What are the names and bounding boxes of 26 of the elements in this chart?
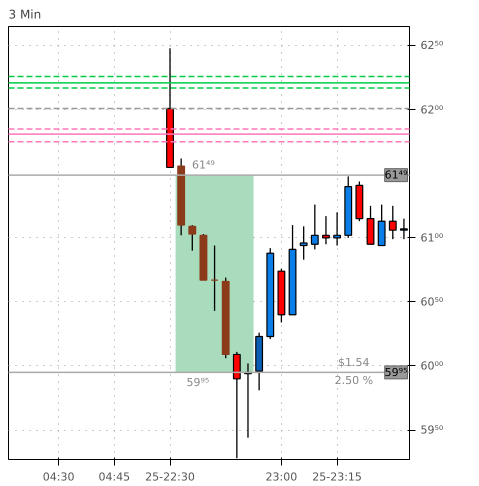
y-tick-label: 62⁵⁰ <box>420 39 444 52</box>
candlestick <box>400 218 408 240</box>
annotation: 59⁹⁵ <box>186 376 210 389</box>
chart-title: 3 Min <box>8 8 42 22</box>
y-tick-label: 60⁰⁰ <box>420 359 444 372</box>
candlestick <box>388 205 397 240</box>
candlestick <box>322 215 330 245</box>
x-tick-label: 25-23:15 <box>312 470 362 484</box>
candlestick <box>210 244 219 312</box>
y-tick-label: 61⁰⁰ <box>420 231 444 244</box>
x-tick-label: 04:45 <box>98 470 130 484</box>
candlestick <box>300 226 308 260</box>
x-tick-label: 04:30 <box>42 470 74 484</box>
candlestick <box>188 224 196 252</box>
annotation: $1.54 <box>338 356 370 369</box>
ref-line-label: 59⁹⁵ <box>384 366 408 379</box>
x-tick-label: 23:00 <box>266 470 298 484</box>
candlestick <box>310 204 319 250</box>
candlestick <box>333 212 342 246</box>
annotation: 61⁴⁹ <box>192 158 215 172</box>
ref-line-label: 61⁴⁹ <box>384 168 408 182</box>
y-tick-label: 59⁵⁰ <box>420 424 444 437</box>
x-tick-label: 25-22:30 <box>145 470 195 484</box>
y-tick-label: 62⁰⁰ <box>420 103 444 116</box>
annotation: 2.50 % <box>334 374 374 387</box>
y-tick-label: 60⁵⁰ <box>420 295 444 308</box>
